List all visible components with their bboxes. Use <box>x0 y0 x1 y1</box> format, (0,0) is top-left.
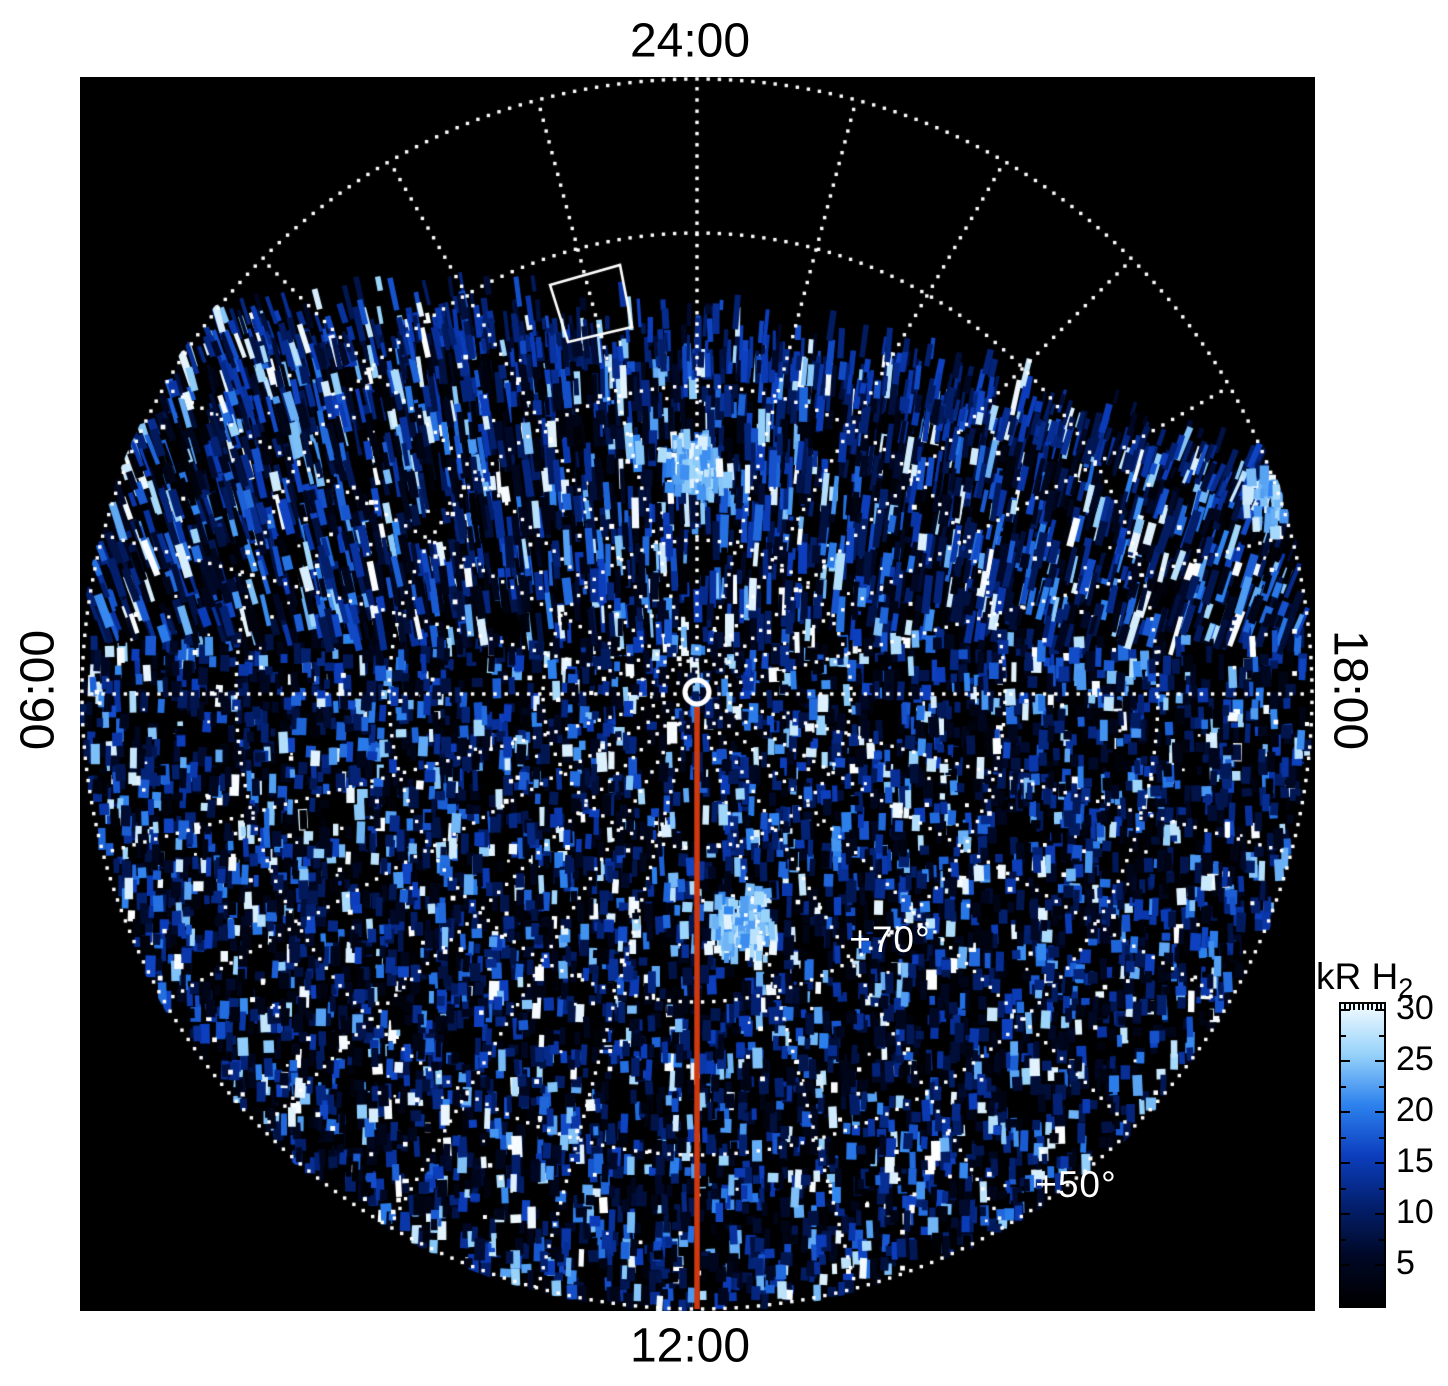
colorbar-tick-label: 20 <box>1396 1091 1434 1130</box>
colorbar-tick-mark <box>1375 1009 1384 1012</box>
colorbar-tick-mark <box>1341 1060 1350 1063</box>
colorbar-tick-mark <box>1341 1213 1350 1216</box>
colorbar-tick-label: 30 <box>1396 989 1434 1028</box>
colorbar-tick-label: 10 <box>1396 1193 1434 1232</box>
colorbar-minor-tick <box>1379 1034 1384 1037</box>
colorbar-top-hatch <box>1375 1004 1378 1010</box>
polar-plot-area: +70° +50° <box>80 77 1315 1311</box>
colorbar-unit: kR H <box>1316 956 1399 997</box>
colorbar-minor-tick <box>1341 1136 1346 1139</box>
colorbar-minor-tick <box>1341 1034 1346 1037</box>
colorbar <box>1339 1002 1386 1308</box>
colorbar-minor-tick <box>1341 1085 1346 1088</box>
colorbar-top-hatch <box>1348 1004 1351 1010</box>
polar-map-canvas <box>80 77 1315 1311</box>
colorbar-top-hatch <box>1371 1004 1373 1010</box>
colorbar-minor-tick <box>1341 1238 1346 1241</box>
colorbar-top-hatch <box>1380 1004 1382 1010</box>
time-label-0600: 06:00 <box>11 629 65 751</box>
colorbar-tick-mark <box>1341 1162 1350 1165</box>
colorbar-minor-tick <box>1379 1136 1384 1139</box>
colorbar-tick-mark <box>1341 1111 1350 1114</box>
colorbar-tick-mark <box>1375 1060 1384 1063</box>
colorbar-minor-tick <box>1379 1238 1384 1241</box>
colorbar-tick-mark <box>1341 1264 1350 1267</box>
latitude-label-50: +50° <box>1035 1164 1117 1205</box>
colorbar-top-hatch <box>1353 1004 1355 1010</box>
colorbar-minor-tick <box>1379 1187 1384 1190</box>
colorbar-tick-label: 15 <box>1396 1142 1434 1181</box>
time-label-1200: 12:00 <box>629 1319 751 1373</box>
colorbar-top-hatch <box>1366 1004 1369 1010</box>
latitude-label-70: +70° <box>849 919 931 960</box>
colorbar-tick-label: 5 <box>1396 1244 1415 1283</box>
time-label-2400: 24:00 <box>629 14 751 68</box>
colorbar-tick-mark <box>1375 1162 1384 1165</box>
colorbar-minor-tick <box>1341 1187 1346 1190</box>
colorbar-minor-tick <box>1379 1085 1384 1088</box>
colorbar-tick-mark <box>1375 1111 1384 1114</box>
colorbar-top-hatch <box>1362 1004 1364 1010</box>
colorbar-tick-mark <box>1375 1213 1384 1216</box>
time-label-1800: 18:00 <box>1323 629 1377 751</box>
colorbar-title: kR H2 <box>1316 956 1413 1004</box>
colorbar-tick-mark <box>1341 1009 1350 1012</box>
colorbar-top-hatch <box>1344 1004 1346 1010</box>
colorbar-tick-mark <box>1375 1264 1384 1267</box>
colorbar-unit-subscript: 2 <box>1398 973 1414 1003</box>
colorbar-top-hatch <box>1357 1004 1360 1010</box>
colorbar-tick-label: 25 <box>1396 1040 1434 1079</box>
